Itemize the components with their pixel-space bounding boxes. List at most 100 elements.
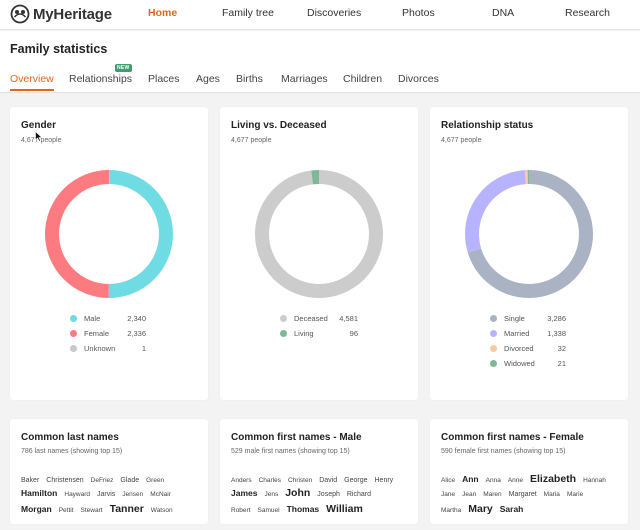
last-names-card: Common last names 786 last names (showin… <box>10 419 208 524</box>
card-title: Gender <box>21 120 57 131</box>
name-entry[interactable]: Ann <box>462 474 479 484</box>
nav-photos[interactable]: Photos <box>402 7 435 19</box>
tab-divorces[interactable]: Divorces <box>398 73 439 85</box>
name-row: Alice Ann Anna Anne Elizabeth Hannah <box>441 469 613 487</box>
legend-value: 1,338 <box>547 329 566 338</box>
legend-value: 4,581 <box>339 314 358 323</box>
name-entry[interactable]: Henry <box>374 477 394 484</box>
legend-value: 2,336 <box>127 329 146 338</box>
legend-label: Female <box>84 329 110 338</box>
relationship-donut-chart[interactable] <box>464 169 594 299</box>
gender-donut-chart[interactable] <box>44 169 174 299</box>
name-entry[interactable]: Alice <box>441 477 456 484</box>
living-slice-living[interactable] <box>255 170 383 298</box>
name-entry[interactable]: Green <box>146 477 165 484</box>
myheritage-logo[interactable]: MyHeritage <box>10 4 112 24</box>
relationship-slice-married[interactable] <box>465 170 593 298</box>
name-entry[interactable]: James <box>231 488 258 498</box>
legend-value: 32 <box>557 344 566 353</box>
name-entry[interactable]: William <box>326 503 363 515</box>
name-entry[interactable]: Hamilton <box>21 488 58 498</box>
tab-marriages[interactable]: Marriages <box>281 73 328 85</box>
name-entry[interactable]: Martha <box>441 507 462 514</box>
mouse-cursor-icon <box>35 131 43 142</box>
name-entry[interactable]: Anne <box>507 477 523 484</box>
nav-dna[interactable]: DNA <box>492 7 515 19</box>
name-entry[interactable]: Hayward <box>64 491 91 498</box>
deceased-dot <box>280 315 287 322</box>
name-entry[interactable]: Glade <box>120 477 140 484</box>
name-entry[interactable]: McNair <box>150 491 171 498</box>
legend-label: Deceased <box>294 314 328 323</box>
tab-children[interactable]: Children <box>343 73 383 85</box>
name-entry[interactable]: Christen <box>288 477 313 484</box>
tab-ages[interactable]: Ages <box>196 73 220 85</box>
tab-places[interactable]: Places <box>148 73 180 85</box>
name-entry[interactable]: Charles <box>258 477 282 484</box>
name-entry[interactable]: DeFriez <box>90 477 114 484</box>
name-row: Hamilton Hayward Jarvis Jensen McNair <box>21 483 178 501</box>
living-dot <box>280 330 287 337</box>
name-entry[interactable]: Anna <box>485 477 501 484</box>
tab-relationships[interactable]: Relationships <box>69 73 133 85</box>
tab-births[interactable]: Births <box>236 73 263 85</box>
name-entry[interactable]: Samuel <box>257 507 280 514</box>
name-entry[interactable]: Jensen <box>122 491 144 498</box>
living-deceased-card: Living vs. Deceased 4,677 people Decease… <box>220 107 418 400</box>
name-entry[interactable]: Marie <box>566 491 584 498</box>
legend-value: 3,286 <box>547 314 566 323</box>
name-entry[interactable]: Hannah <box>583 477 606 484</box>
name-entry[interactable]: Jean <box>462 491 477 498</box>
gender-slice-unknown[interactable] <box>45 170 173 298</box>
card-subtitle: 4,677 people <box>231 137 272 144</box>
name-entry[interactable]: Morgan <box>21 504 52 514</box>
name-entry[interactable]: Margaret <box>508 491 537 498</box>
legend-item-male: Male 2,340 <box>70 314 146 324</box>
name-entry[interactable]: Robert <box>231 507 251 514</box>
name-entry[interactable]: David <box>319 477 338 484</box>
name-entry[interactable]: Sarah <box>499 504 524 514</box>
name-entry[interactable]: Jane <box>441 491 456 498</box>
tab-overview[interactable]: Overview <box>10 73 54 85</box>
unknown-dot <box>70 345 77 352</box>
name-entry[interactable]: Stewart <box>80 507 103 514</box>
active-tab-indicator <box>10 89 54 91</box>
name-entry[interactable]: Baker <box>21 477 40 484</box>
name-entry[interactable]: Elizabeth <box>530 473 577 485</box>
legend-value: 96 <box>349 329 358 338</box>
name-entry[interactable]: Watson <box>150 507 173 514</box>
name-entry[interactable]: Maren <box>483 491 502 498</box>
card-subtitle: 786 last names (showing top 15) <box>21 448 123 455</box>
living-legend: Deceased 4,581 Living 96 <box>280 314 358 339</box>
legend-label: Widowed <box>504 359 535 368</box>
relationship-slice-widowed[interactable] <box>465 170 593 298</box>
nav-research[interactable]: Research <box>565 7 610 19</box>
name-entry[interactable]: Richard <box>346 491 371 498</box>
living-donut-chart[interactable] <box>254 169 384 299</box>
name-entry[interactable]: Jarvis <box>97 491 116 498</box>
name-entry[interactable]: Mary <box>468 503 493 515</box>
myheritage-logo-icon <box>10 4 30 24</box>
name-entry[interactable]: Joseph <box>317 491 340 498</box>
card-subtitle: 590 female first names (showing top 15) <box>441 448 566 455</box>
living-slice-deceased[interactable] <box>255 170 383 298</box>
widowed-dot <box>490 360 497 367</box>
name-entry[interactable]: Pettit <box>58 507 74 514</box>
nav-home[interactable]: Home <box>148 7 178 19</box>
relationship-legend: Single 3,286 Married 1,338 Divorced 32 W… <box>490 314 566 369</box>
name-entry[interactable]: John <box>285 487 311 499</box>
nav-discoveries[interactable]: Discoveries <box>307 7 362 19</box>
relationship-status-card: Relationship status 4,677 people Single … <box>430 107 628 400</box>
name-entry[interactable]: Anders <box>231 477 252 484</box>
name-entry[interactable]: George <box>344 477 368 484</box>
name-entry[interactable]: Maria <box>543 491 560 498</box>
male-names-card: Common first names - Male 529 male first… <box>220 419 418 524</box>
name-entry[interactable]: Tanner <box>109 503 144 515</box>
name-entry[interactable]: Jens <box>264 491 279 498</box>
nav-family-tree[interactable]: Family tree <box>222 7 274 19</box>
name-entry[interactable]: Christensen <box>46 477 84 484</box>
name-entry[interactable]: Thomas <box>286 504 320 514</box>
legend-item-single: Single 3,286 <box>490 314 566 324</box>
female-names-card: Common first names - Female 590 female f… <box>430 419 628 524</box>
legend-label: Divorced <box>504 344 534 353</box>
